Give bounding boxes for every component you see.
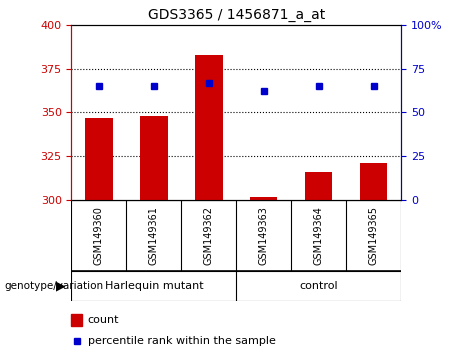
Bar (360, 163, 387, 200)
Bar (305, 172, 332, 200)
Title: GDS3365 / 1456871_a_at: GDS3365 / 1456871_a_at (148, 8, 325, 22)
Text: GSM149365: GSM149365 (369, 206, 378, 265)
Text: GSM149360: GSM149360 (94, 206, 104, 265)
Text: count: count (88, 315, 119, 325)
Text: GSM149364: GSM149364 (313, 206, 324, 265)
Bar (85, 118, 112, 200)
Bar (250, 196, 278, 200)
Bar (71, 314, 82, 326)
Text: GSM149361: GSM149361 (149, 206, 159, 265)
Text: Harlequin mutant: Harlequin mutant (105, 281, 203, 291)
Text: GSM149363: GSM149363 (259, 206, 269, 265)
Bar (195, 55, 223, 200)
Bar (140, 116, 168, 200)
Text: GSM149362: GSM149362 (204, 206, 214, 265)
Text: control: control (299, 281, 338, 291)
Text: ▶: ▶ (56, 279, 66, 292)
Text: genotype/variation: genotype/variation (5, 281, 104, 291)
Text: percentile rank within the sample: percentile rank within the sample (88, 336, 276, 346)
